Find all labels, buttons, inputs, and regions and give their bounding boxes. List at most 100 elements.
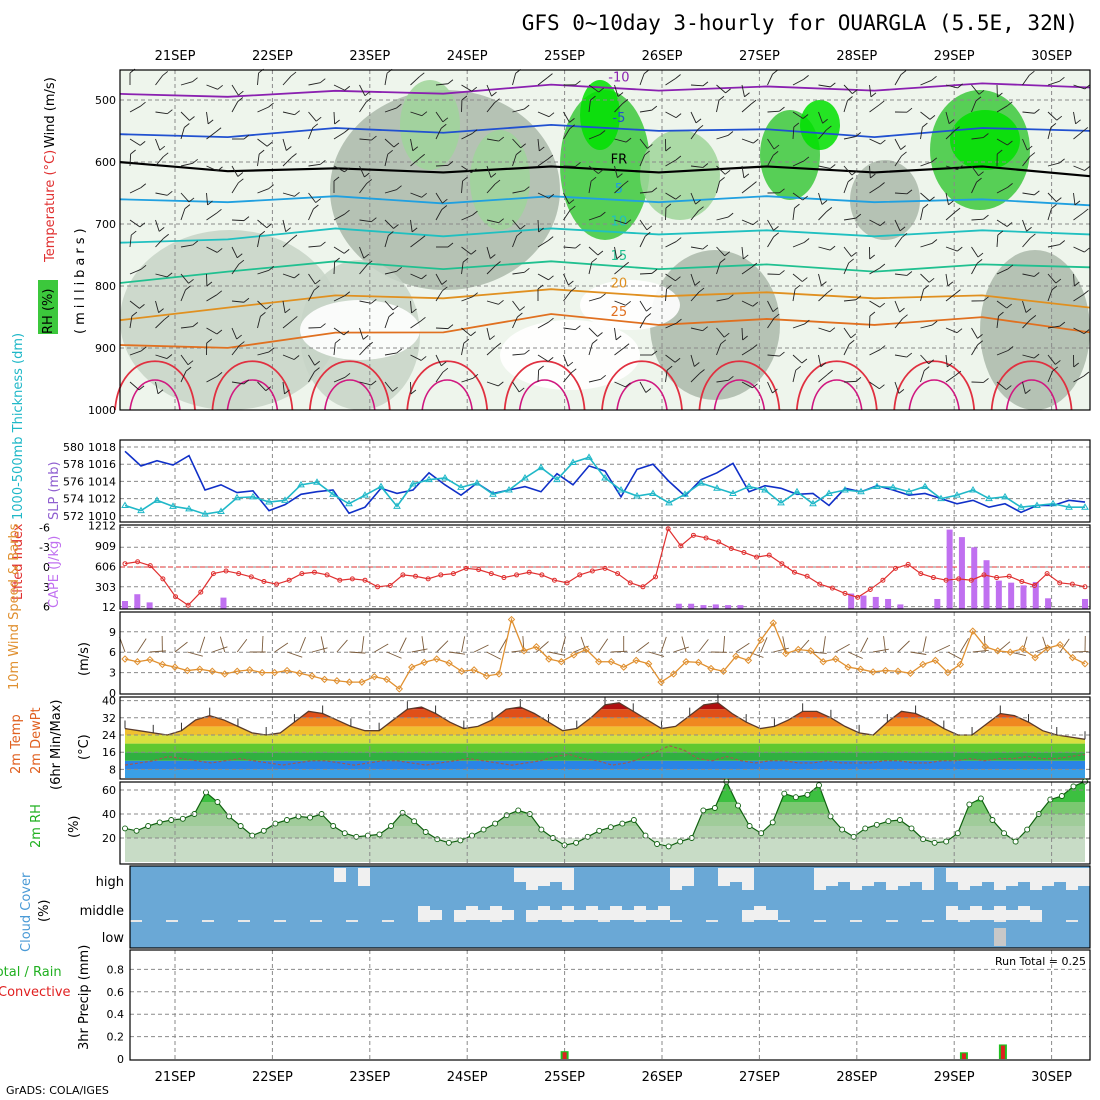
wind-barb xyxy=(308,354,316,366)
wind10m-background xyxy=(120,612,1090,694)
wind-barb xyxy=(971,84,980,95)
slp-grid xyxy=(120,440,1090,522)
wind10m-barb xyxy=(1072,650,1089,653)
wind-barb-flag xyxy=(1059,240,1066,245)
wind-barb xyxy=(308,82,321,86)
wind-barb-flag xyxy=(192,77,198,83)
lifted-index-marker xyxy=(1082,584,1088,590)
wind10m-marker xyxy=(283,666,291,675)
thickness-marker xyxy=(137,506,145,514)
lifted-index-marker xyxy=(577,572,583,578)
li-tick-label: 0 xyxy=(43,561,50,574)
thickness-marker xyxy=(489,490,497,497)
pressure-tick-label: 1000 xyxy=(88,404,116,417)
bottom-date-label: 30SEP xyxy=(1031,1070,1072,1085)
chart-title: GFS 0~10day 3-hourly for OUARGLA (5.5E, … xyxy=(522,11,1078,35)
lifted-index-marker xyxy=(210,571,216,577)
rh2m-marker xyxy=(1001,830,1007,837)
wind-barb xyxy=(588,84,599,93)
wind-barb xyxy=(767,110,780,113)
wind-barb-flag xyxy=(495,342,502,348)
wind10m-marker xyxy=(557,658,566,666)
wind-barb xyxy=(384,154,389,167)
rh2m-marker xyxy=(873,821,880,828)
thickness-marker xyxy=(329,490,337,497)
wind10m-barb xyxy=(199,636,206,653)
wind-barb xyxy=(639,73,645,86)
wind10m-marker xyxy=(632,656,640,665)
wind-barb-flag xyxy=(879,345,886,350)
rh2m-marker xyxy=(492,820,499,827)
wind10m-barb xyxy=(261,635,264,653)
wind-barb xyxy=(206,84,218,90)
rh2m-grid xyxy=(120,782,1090,864)
temp-band xyxy=(125,702,1085,710)
wind-barb-flag xyxy=(575,243,581,249)
cape-bar xyxy=(1045,598,1052,609)
wind-barb-flag xyxy=(370,380,377,386)
isotherm-line xyxy=(119,288,1091,322)
wind-barb xyxy=(257,269,270,275)
wind-barb-flag xyxy=(314,367,320,372)
wind-barb-flag xyxy=(1059,76,1065,82)
rh2m-marker xyxy=(168,817,175,823)
cloud-cell-high xyxy=(670,868,682,890)
wind-barb-flag xyxy=(396,103,402,109)
wind-barb-flag xyxy=(498,136,505,142)
wind-barb xyxy=(792,78,804,86)
wind10m-barb xyxy=(897,640,910,653)
pressure-tick-label: 500 xyxy=(95,94,116,107)
wind-barb xyxy=(410,111,423,117)
thickness-marker xyxy=(953,491,961,498)
wind-barb xyxy=(1047,289,1053,302)
lifted-index-marker xyxy=(261,579,267,585)
wind-barb-flag xyxy=(315,198,322,203)
wind-barb xyxy=(690,192,696,205)
wind-barb xyxy=(690,354,695,367)
wind-barb xyxy=(257,138,268,147)
wind-barb xyxy=(257,154,260,167)
cape-bar xyxy=(712,604,719,609)
thickness-marker xyxy=(1033,501,1041,508)
wind-barb xyxy=(971,246,979,258)
wind-barb-flag xyxy=(472,292,478,298)
wind-barb-flag xyxy=(923,285,929,290)
wind-barb-flag xyxy=(1007,140,1013,146)
wind-barb xyxy=(1047,192,1057,202)
temp-band xyxy=(125,735,1085,744)
wind-barb xyxy=(588,215,601,221)
cloud-cells xyxy=(130,868,1090,946)
bottom-date-label: 28SEP xyxy=(836,1070,877,1085)
wind-barb xyxy=(486,165,492,178)
wind-barb-flag xyxy=(216,329,223,335)
top-date-label: 29SEP xyxy=(934,49,975,64)
wind-barb xyxy=(359,345,369,356)
rh2m-marker xyxy=(330,823,337,829)
lifted-index-marker xyxy=(665,526,671,532)
wind-barb-flag xyxy=(1025,389,1031,394)
top-date-label: 28SEP xyxy=(836,49,877,64)
rh2m-marker xyxy=(249,832,256,839)
wind-barb-flag xyxy=(996,149,1003,155)
thickness-tick-label: 572 xyxy=(63,510,84,523)
wind-barb xyxy=(308,290,315,302)
wind-barb xyxy=(308,111,317,122)
wind-barb xyxy=(690,373,700,383)
wind-barb-flag xyxy=(625,300,631,306)
cloud-cell-high xyxy=(1078,868,1090,886)
wind-barb-flag xyxy=(1034,108,1040,114)
rh-dry-area xyxy=(500,320,640,390)
wind-barb-flag xyxy=(646,306,652,312)
lifted-index-marker xyxy=(1019,579,1025,585)
wind-barb xyxy=(741,381,753,389)
wind10m-tick-label: 0 xyxy=(109,687,116,700)
isotherm-lines: 510152025-10-5FR xyxy=(114,71,1091,411)
wind-barb-flag xyxy=(983,296,989,302)
cloud-cell-middle xyxy=(430,910,442,920)
rh2m-marker xyxy=(1024,826,1031,833)
wind10m-barb xyxy=(598,638,609,653)
rh2m-marker xyxy=(307,814,314,821)
wind-barb-flag xyxy=(411,227,418,233)
